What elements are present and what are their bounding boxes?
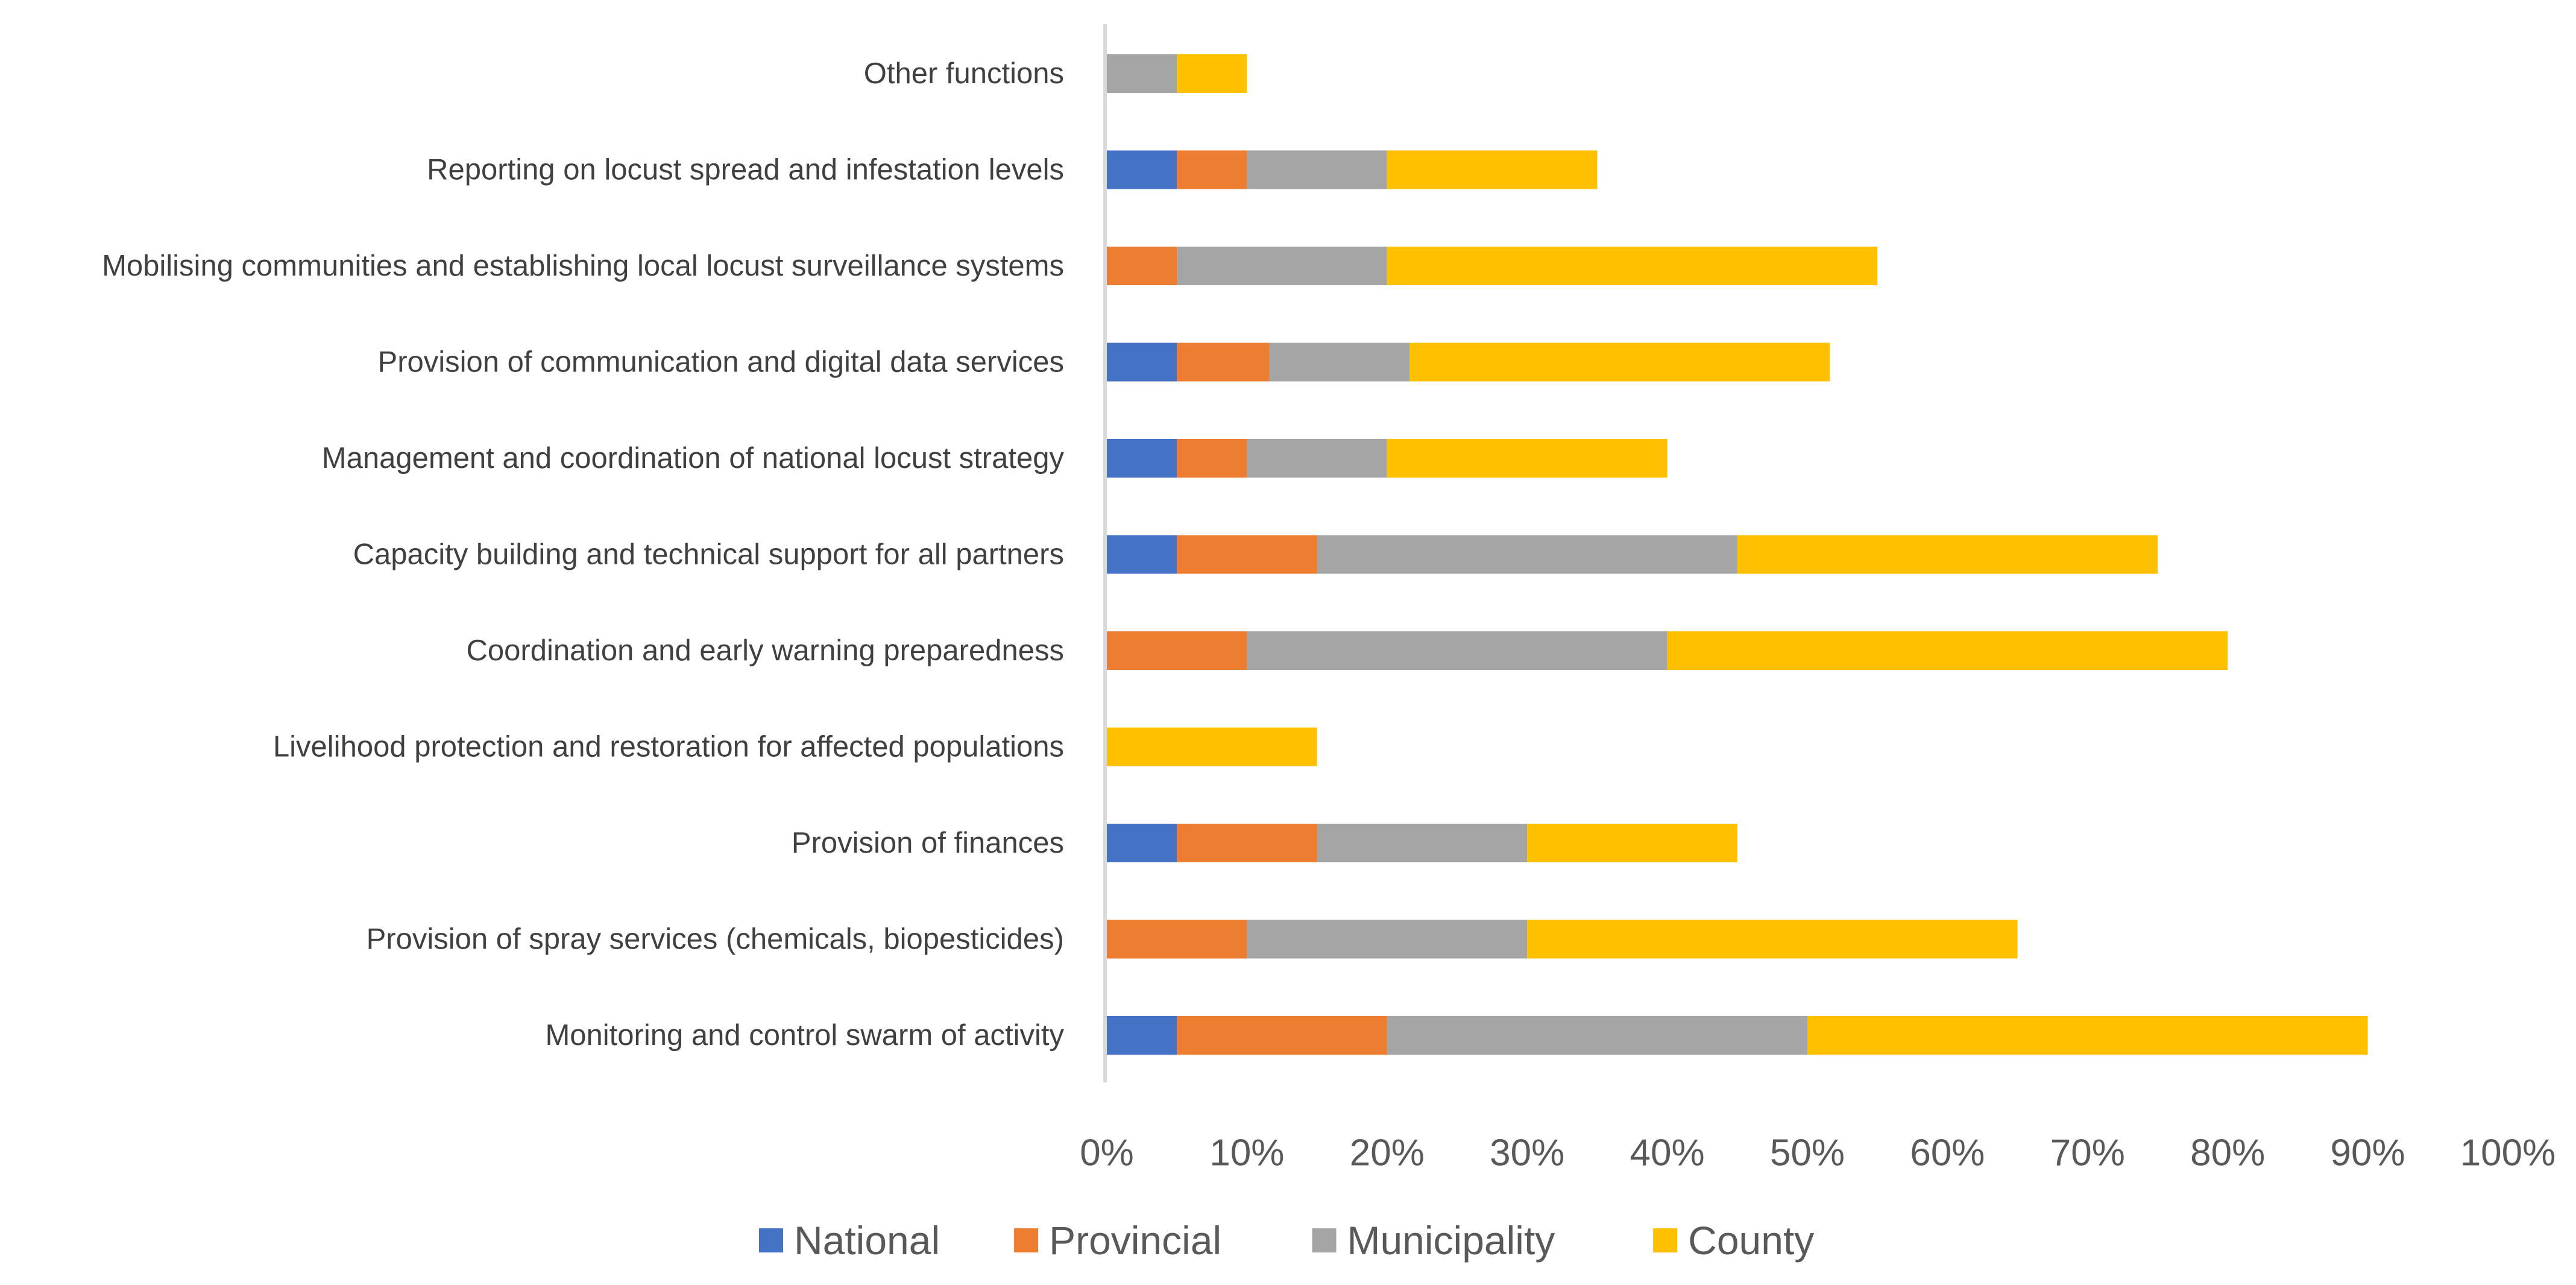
bar-segment-county [1737,535,2158,574]
category-label: Provision of finances [792,827,1064,859]
bar-segment-county [1807,1016,2368,1055]
bar-segment-provincial [1107,247,1177,285]
bar-segment-county [1527,920,2018,959]
bar-segment-municipality [1269,343,1409,382]
x-tick-label: 50% [1770,1132,1845,1174]
x-tick-label: 60% [1910,1132,1985,1174]
category-label: Mobilising communities and establishing … [102,250,1064,282]
bar-segment-county [1409,343,1830,382]
legend-label: National [794,1218,940,1263]
legend-label: Provincial [1049,1218,1221,1263]
legend-label: Municipality [1347,1218,1555,1263]
bar-segment-municipality [1107,54,1177,93]
legend-swatch [1653,1228,1678,1252]
bar-segment-national [1107,535,1177,574]
x-tick-label: 20% [1350,1132,1425,1174]
bar-segment-provincial [1177,535,1317,574]
bar-segment-provincial [1107,920,1247,959]
legend-swatch [758,1228,783,1252]
bar-segment-county [1667,631,2228,670]
category-label: Monitoring and control swarm of activity [545,1019,1064,1052]
category-label: Livelihood protection and restoration fo… [273,731,1064,763]
bar-segment-provincial [1177,150,1247,189]
bar-segment-county [1387,150,1598,189]
bar-segment-national [1107,343,1177,382]
bar-segment-municipality [1247,439,1387,478]
bars-layer [1107,54,2368,1055]
bar-segment-county [1177,54,1247,93]
category-label: Provision of communication and digital d… [378,346,1064,379]
legend-swatch [1312,1228,1337,1252]
bar-segment-national [1107,150,1177,189]
x-axis-tick-labels: 0% 10% 20% 30% 40% 50% 60% 70% 80% 90% 100% [1080,1132,2556,1174]
category-labels: Other functions Reporting on locust sprea… [102,57,1064,1052]
x-tick-label: 70% [2050,1132,2125,1174]
category-label: Coordination and early warning preparedn… [466,634,1064,667]
x-tick-label: 100% [2460,1132,2556,1174]
bar-segment-provincial [1107,631,1247,670]
bar-segment-national [1107,1016,1177,1055]
legend: National Provincial Municipality County [758,1218,1814,1263]
legend-item-municipality: Municipality [1312,1218,1555,1263]
bar-segment-provincial [1177,1016,1387,1055]
bar-segment-county [1387,247,1878,285]
bar-segment-national [1107,824,1177,862]
bar-segment-municipality [1247,631,1667,670]
bar-segment-municipality [1387,1016,1807,1055]
x-tick-label: 30% [1490,1132,1564,1174]
bar-segment-municipality [1317,535,1737,574]
bar-segment-provincial [1177,343,1270,382]
legend-item-national: National [758,1218,940,1263]
category-label: Reporting on locust spread and infestati… [427,154,1064,186]
legend-swatch [1014,1228,1039,1252]
legend-item-provincial: Provincial [1014,1218,1221,1263]
x-tick-label: 40% [1630,1132,1705,1174]
category-label: Other functions [864,57,1064,90]
bar-segment-municipality [1247,920,1528,959]
x-tick-label: 0% [1080,1132,1134,1174]
bar-segment-national [1107,439,1177,478]
bar-segment-county [1527,824,1737,862]
x-tick-label: 90% [2331,1132,2405,1174]
x-tick-label: 80% [2190,1132,2265,1174]
legend-label: County [1688,1218,1814,1263]
bar-segment-municipality [1177,247,1387,285]
legend-item-county: County [1653,1218,1814,1263]
x-tick-label: 10% [1209,1132,1284,1174]
bar-segment-county [1387,439,1667,478]
category-label: Capacity building and technical support … [353,538,1064,571]
bar-segment-county [1107,727,1317,766]
bar-segment-provincial [1177,439,1247,478]
bar-segment-municipality [1317,824,1528,862]
category-label: Provision of spray services (chemicals, … [367,923,1064,956]
category-label: Management and coordination of national … [322,442,1065,475]
bar-segment-municipality [1247,150,1387,189]
bar-segment-provincial [1177,824,1317,862]
